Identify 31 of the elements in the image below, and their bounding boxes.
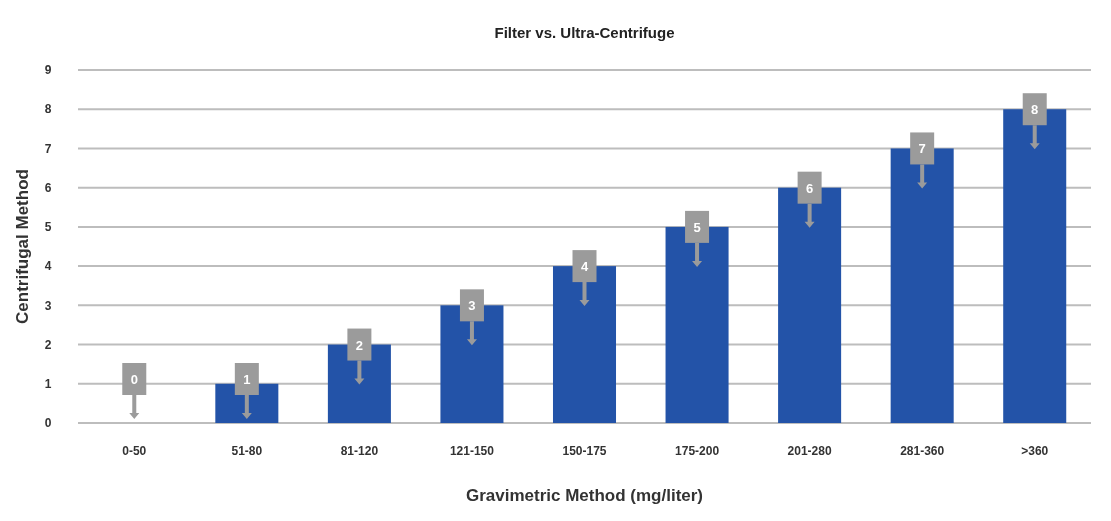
data-label: 6 — [805, 180, 814, 196]
data-label: 8 — [1031, 102, 1039, 118]
x-tick-label: 0-50 — [122, 444, 147, 458]
y-axis-title: Centrifugal Method — [13, 169, 32, 324]
y-tick-label: 7 — [44, 141, 52, 156]
y-tick-label: 9 — [44, 63, 52, 78]
x-tick-label: 81-120 — [340, 444, 379, 458]
x-tick-label: 51-80 — [231, 444, 263, 458]
x-tick-label: 201-280 — [787, 444, 832, 458]
data-label: 1 — [243, 372, 251, 387]
y-tick-label: 4 — [44, 259, 52, 274]
data-label: 5 — [693, 219, 701, 235]
chart-title: Filter vs. Ultra-Centrifuge — [494, 24, 675, 41]
x-tick-label: >360 — [1021, 444, 1049, 458]
y-tick-label: 1 — [44, 376, 52, 391]
x-tick-label: 281-360 — [900, 444, 945, 458]
x-tick-label: 121-150 — [449, 444, 495, 458]
y-tick-label: 2 — [44, 337, 52, 352]
y-tick-label: 8 — [44, 102, 52, 117]
y-tick-label: 5 — [44, 220, 52, 235]
y-tick-label: 3 — [44, 298, 52, 313]
x-tick-label: 175-200 — [675, 444, 720, 458]
data-label: 2 — [355, 337, 364, 353]
y-tick-label: 6 — [44, 180, 52, 195]
y-tick-label: 0 — [44, 416, 52, 431]
x-axis-title: Gravimetric Method (mg/liter) — [465, 486, 704, 505]
data-label: 4 — [580, 259, 589, 275]
data-label: 0 — [130, 372, 138, 387]
x-tick-label: 150-175 — [562, 444, 607, 458]
data-label: 7 — [918, 141, 926, 157]
data-label: 3 — [468, 298, 476, 314]
